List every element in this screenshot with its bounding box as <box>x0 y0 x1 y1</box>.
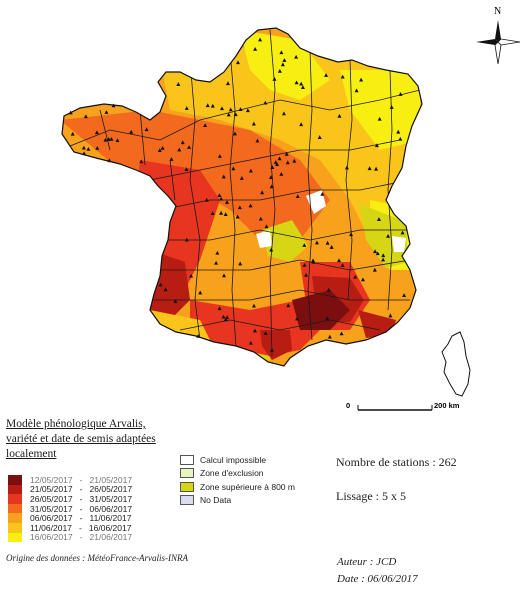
category-label: Calcul impossible <box>200 454 267 465</box>
title-line-1: Modèle phénologique Arvalis, <box>6 418 146 430</box>
legend-swatch <box>8 532 22 543</box>
north-arrow-icon <box>476 20 521 65</box>
legend-swatch <box>8 475 22 485</box>
legend-range: 16/06/2017 - 21/06/2017 <box>30 532 133 543</box>
legend-range: 11/06/2017 - 16/06/2017 <box>30 522 132 533</box>
legend-row: 12/05/2017 - 21/05/2017 <box>8 475 132 485</box>
legend-swatch <box>8 513 22 523</box>
legend-swatch <box>8 494 22 504</box>
legend-range: 26/05/2017 - 31/05/2017 <box>30 493 133 504</box>
title-line-3: localement <box>6 448 57 460</box>
legend-row: 11/06/2017 - 16/06/2017 <box>8 523 132 533</box>
author: Auteur : JCD <box>337 556 397 568</box>
category-swatch <box>180 468 194 479</box>
category-row: Zone supérieure à 800 m <box>180 480 295 494</box>
map-title: Modèle phénologique Arvalis, variété et … <box>6 417 196 462</box>
stations-count: Nombre de stations : 262 <box>336 455 457 469</box>
legend-row: 06/06/2017 - 11/06/2017 <box>8 513 132 523</box>
station-markers <box>68 37 407 352</box>
france-map: N 0 200 km <box>61 6 521 411</box>
legend-row: 26/05/2017 - 31/05/2017 <box>8 494 132 504</box>
category-label: Zone supérieure à 800 m <box>200 481 295 492</box>
legend-swatch <box>8 522 22 533</box>
date-legend: 12/05/2017 - 21/05/2017 21/05/2017 - 26/… <box>8 475 132 542</box>
category-legend: Calcul impossible Zone d'exclusion Zone … <box>180 453 295 507</box>
legend-range: 21/05/2017 - 26/05/2017 <box>30 484 133 495</box>
legend-row: 16/06/2017 - 21/06/2017 <box>8 532 133 543</box>
category-swatch <box>180 495 194 506</box>
scale-bar <box>357 405 433 411</box>
north-label: N <box>494 6 501 17</box>
legend-range: 06/06/2017 - 11/06/2017 <box>30 513 132 524</box>
legend-swatch <box>8 503 22 514</box>
legend-swatch <box>8 484 22 495</box>
category-swatch <box>180 481 194 492</box>
smoothing-info: Lissage : 5 x 5 <box>336 489 406 503</box>
legend-row: 31/05/2017 - 06/06/2017 <box>8 504 132 514</box>
data-origin: Origine des données : MétéoFrance-Arvali… <box>6 553 188 563</box>
category-label: Zone d'exclusion <box>200 468 264 479</box>
category-swatch <box>180 454 194 465</box>
corsica <box>441 331 471 397</box>
date: Date : 06/06/2017 <box>337 573 418 585</box>
category-row: No Data <box>180 494 295 508</box>
legend-row: 21/05/2017 - 26/05/2017 <box>8 484 133 495</box>
category-label: No Data <box>200 495 232 506</box>
legend-range: 12/05/2017 - 21/05/2017 <box>30 474 133 485</box>
category-row: Zone d'exclusion <box>180 467 295 481</box>
title-line-2: variété et date de semis adaptées <box>6 433 156 445</box>
scale-start-label: 0 <box>346 401 350 410</box>
legend-range: 31/05/2017 - 06/06/2017 <box>30 503 133 514</box>
category-row: Calcul impossible <box>180 453 295 467</box>
scale-end-label: 200 km <box>434 401 460 410</box>
